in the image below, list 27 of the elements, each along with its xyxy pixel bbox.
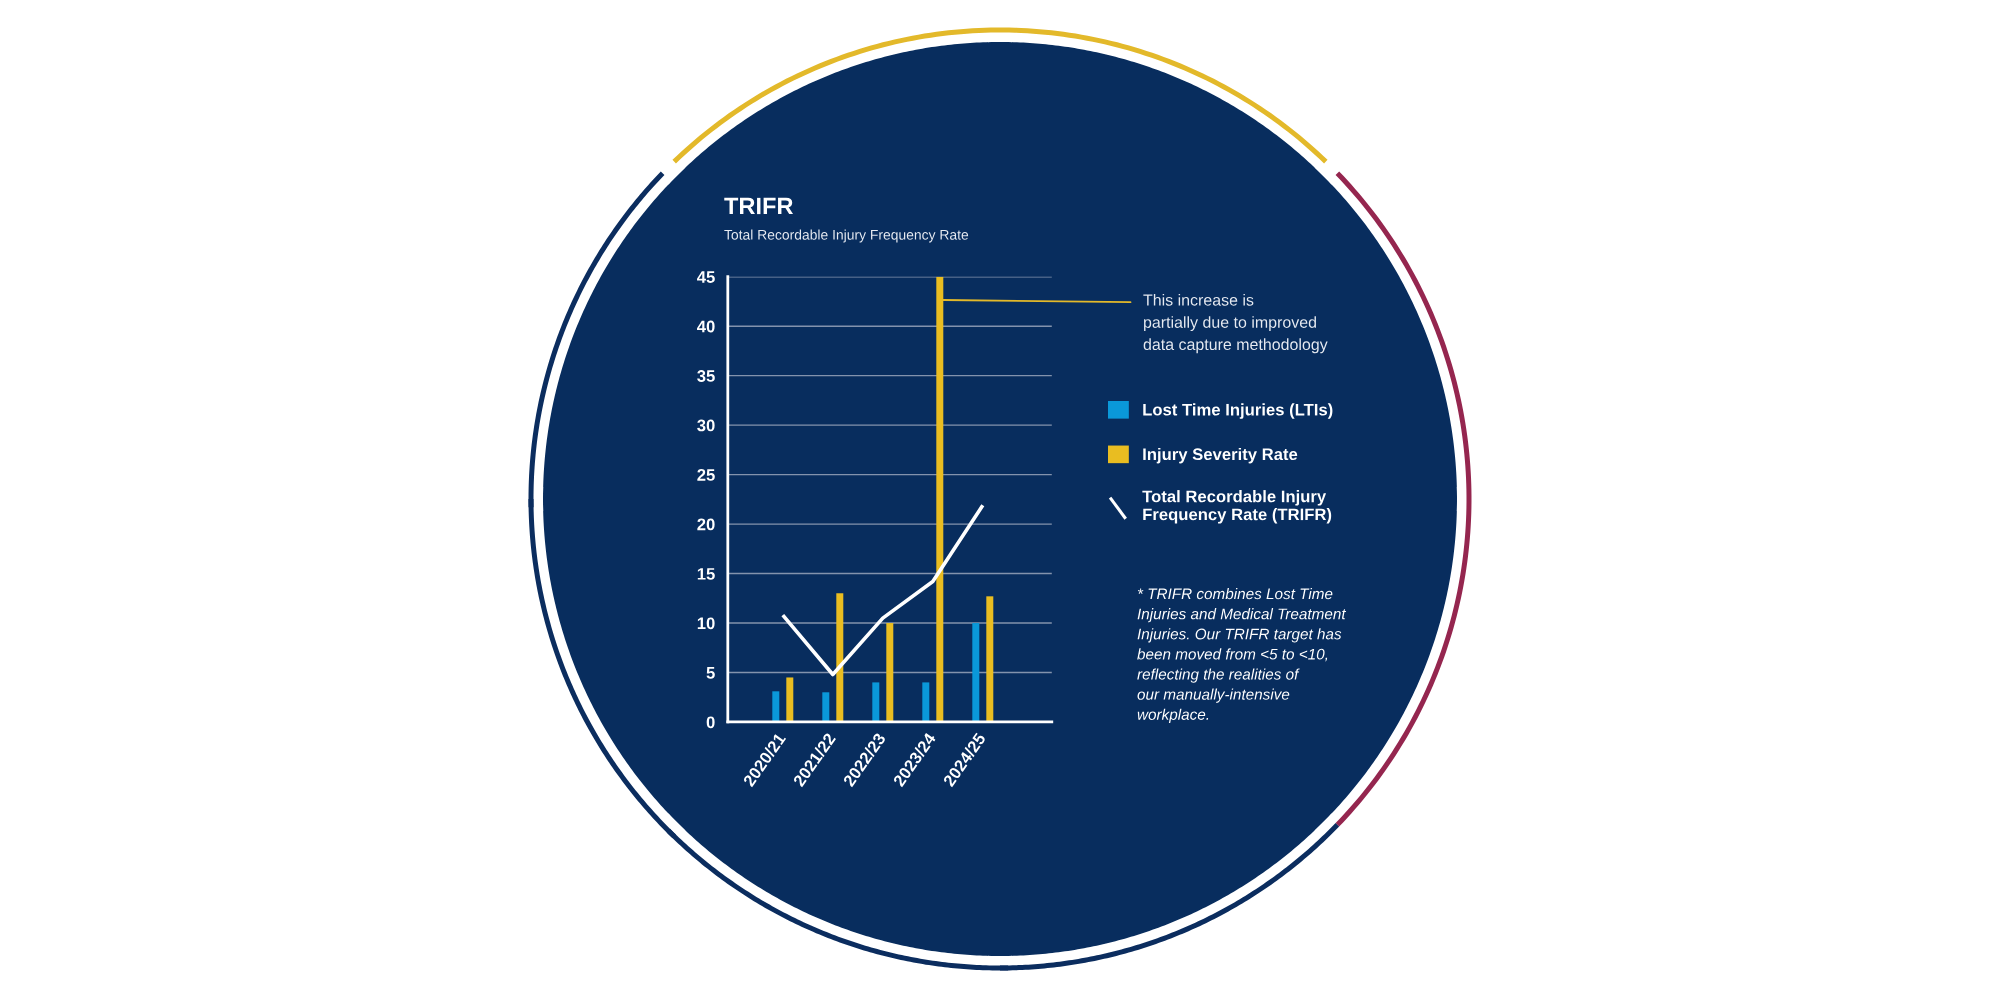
bar bbox=[986, 596, 994, 722]
bar bbox=[772, 691, 780, 722]
y-tick-label: 20 bbox=[697, 518, 715, 531]
bar bbox=[972, 623, 980, 722]
text: * TRIFR combines Lost Time Injuries and Medical Treatment Injuries. Our TRIFR target has been moved from <5 to <10, reflecting the realities of our manually-intensive workplace. bbox=[1137, 588, 1347, 723]
bar bbox=[886, 623, 894, 722]
chart-subtitle: Total Recordable Injury Frequency Rate bbox=[724, 229, 969, 243]
y-tick-label: 30 bbox=[697, 419, 715, 432]
y-tick-label: 35 bbox=[697, 370, 715, 382]
legend-label: Lost Time Injuries (LTIs) bbox=[1143, 403, 1333, 419]
bar bbox=[836, 593, 844, 722]
y-tick-label: 25 bbox=[697, 469, 715, 481]
text: This increase is partially due to improved data capture methodology bbox=[1143, 294, 1328, 354]
chart-title: TRIFR bbox=[724, 197, 794, 215]
bar bbox=[872, 682, 880, 722]
y-tick-label: 45 bbox=[697, 271, 715, 283]
bar bbox=[822, 692, 830, 722]
legend-label: Total Recordable Injury Frequency Rate (TRIFR) bbox=[1142, 490, 1332, 524]
y-tick-label: 10 bbox=[697, 617, 715, 630]
line-series bbox=[780, 503, 985, 677]
bar bbox=[786, 677, 794, 722]
y-tick-label: 40 bbox=[697, 320, 715, 333]
bar bbox=[922, 682, 930, 722]
y-tick-label: 15 bbox=[697, 568, 715, 580]
legend-label: Injury Severity Rate bbox=[1143, 447, 1298, 464]
y-tick-label: 0 bbox=[706, 716, 715, 729]
y-tick-label: 5 bbox=[706, 667, 715, 679]
